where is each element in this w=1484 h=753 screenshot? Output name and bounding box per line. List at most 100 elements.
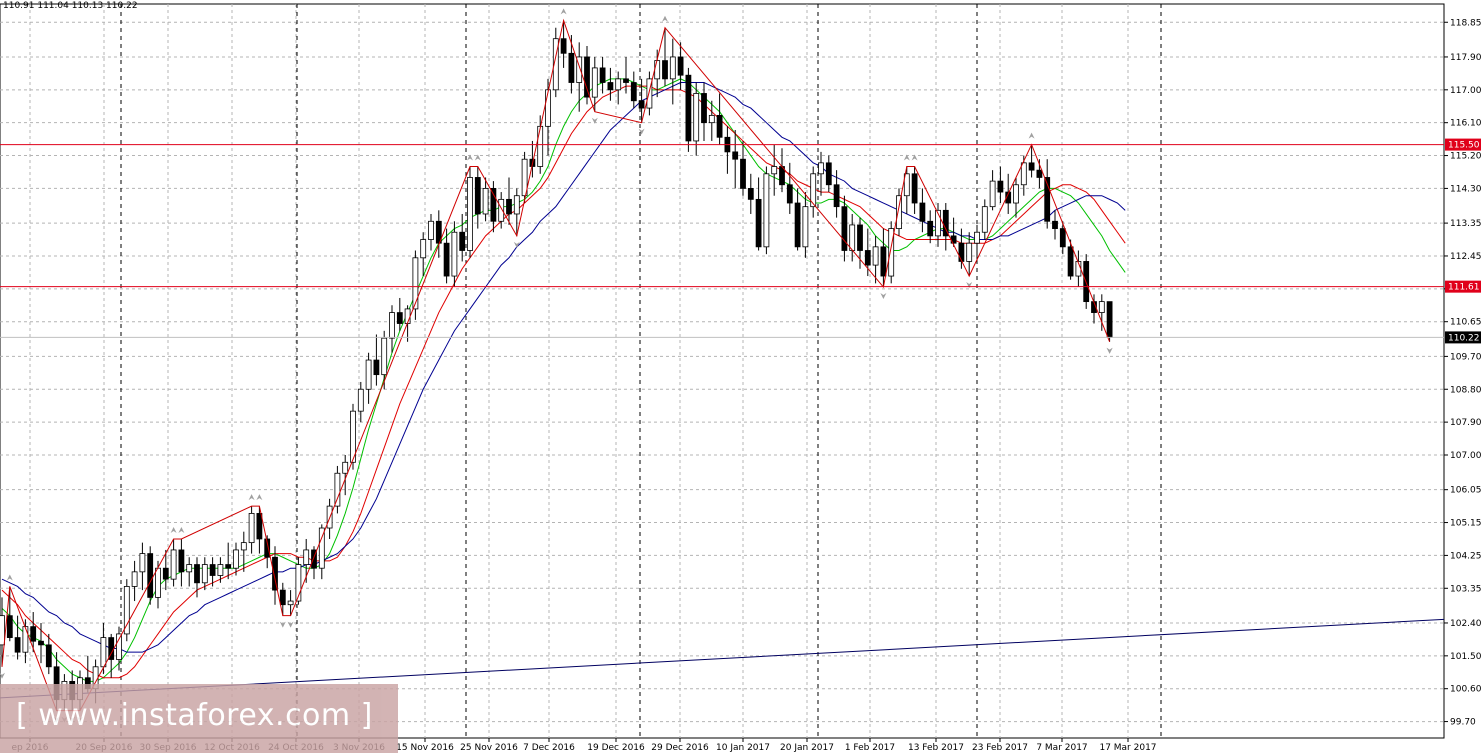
candle-body <box>311 549 317 569</box>
candle-body <box>654 60 661 80</box>
candle-body <box>966 242 973 262</box>
level-price-tag <box>1445 138 1481 151</box>
candle-body <box>771 166 778 175</box>
y-tick-label: 117.90 <box>1450 53 1482 63</box>
fractal-arrow-icon <box>513 241 520 248</box>
candle-body <box>974 231 980 244</box>
fractal-arrow-icon <box>474 154 481 161</box>
fractal-arrow-icon <box>966 282 973 289</box>
candle-body <box>615 78 622 91</box>
fractal-arrow-icon <box>287 621 294 628</box>
candle-body <box>14 637 21 653</box>
candle-body <box>513 195 520 215</box>
y-tick-label: 103.35 <box>1450 584 1482 594</box>
candle-body <box>412 257 419 310</box>
y-tick-label: 116.10 <box>1450 119 1482 129</box>
y-tick-label: 110.65 <box>1450 318 1482 328</box>
candle-body <box>342 461 349 474</box>
candle-body <box>810 173 817 208</box>
candle-body <box>716 114 723 138</box>
fractal-arrow-icon <box>880 293 887 300</box>
candle-body <box>825 162 832 186</box>
candle-body <box>38 640 44 646</box>
candle-body <box>677 56 684 76</box>
candle-body <box>919 202 926 222</box>
candle-body <box>248 513 255 544</box>
candle-body <box>170 549 177 580</box>
candle-body <box>591 67 598 98</box>
candle-body <box>357 388 364 412</box>
candle-body <box>287 600 294 606</box>
candle-body <box>474 177 481 215</box>
candle-body <box>849 224 856 251</box>
candle-body <box>482 188 489 215</box>
candle-body <box>552 38 559 91</box>
candle-body <box>116 633 122 660</box>
candle-body <box>318 527 325 569</box>
candle-body <box>1106 301 1113 338</box>
candle-body <box>1059 228 1066 248</box>
fractal-arrow-icon <box>248 494 255 501</box>
candle-body <box>1044 177 1051 222</box>
candle-body <box>545 89 551 127</box>
candle-body <box>373 359 380 376</box>
candle-body <box>1052 220 1058 229</box>
y-tick-label: 113.35 <box>1450 219 1482 229</box>
candle-body <box>1098 301 1105 313</box>
y-tick-label: 102.40 <box>1450 619 1482 629</box>
candle-body <box>607 82 614 91</box>
candle-body <box>467 177 473 251</box>
candle-body <box>459 231 466 251</box>
candle-body <box>443 242 450 277</box>
candle-body <box>958 242 965 262</box>
y-tick-label: 112.45 <box>1450 252 1482 262</box>
y-tick-label: 115.20 <box>1450 152 1482 162</box>
candle-body <box>669 56 676 80</box>
candle-body <box>802 206 809 248</box>
candle-body <box>662 60 668 80</box>
candle-body <box>435 220 442 244</box>
fractal-arrow-icon <box>178 526 185 533</box>
candle-body <box>201 564 208 584</box>
candle-body <box>896 195 902 229</box>
y-tick-label: 106.05 <box>1450 486 1482 496</box>
candle-body <box>693 93 700 142</box>
candle-body <box>381 337 388 376</box>
candle-body <box>794 202 801 248</box>
candle-body <box>162 567 169 580</box>
candle-body <box>755 198 762 248</box>
candle-body <box>872 246 879 266</box>
candle-body <box>708 114 715 124</box>
x-tick-label: 20 Jan 2017 <box>780 743 834 753</box>
x-tick-label: 7 Dec 2016 <box>523 743 575 753</box>
candle-body <box>903 173 910 197</box>
candle-body <box>560 38 567 54</box>
candle-body <box>888 228 895 277</box>
candle-body <box>279 589 286 606</box>
candle-body <box>638 100 645 109</box>
candle-body <box>630 82 637 102</box>
candle-body <box>178 549 185 573</box>
candle-body <box>857 224 863 251</box>
y-tick-label: 100.60 <box>1450 685 1482 695</box>
level-price-tag <box>1445 280 1481 293</box>
candle-body <box>732 151 739 160</box>
candle-body <box>833 184 840 208</box>
fractal-arrow-icon <box>0 672 5 679</box>
candle-body <box>240 542 247 551</box>
candle-body <box>123 586 130 635</box>
x-tick-label: 10 Jan 2017 <box>716 743 770 753</box>
y-tick-label: 109.70 <box>1450 352 1482 362</box>
candle-body <box>747 188 754 200</box>
level-price-label: 111.61 <box>1448 283 1480 293</box>
candle-body <box>0 615 5 646</box>
candle-body <box>272 556 278 591</box>
candle-body <box>506 198 512 215</box>
candle-body <box>981 206 988 233</box>
fractal-arrow-icon <box>903 154 910 161</box>
fractal-arrow-icon <box>467 154 473 161</box>
x-tick-label: 15 Nov 2016 <box>396 743 454 753</box>
candle-body <box>22 626 29 653</box>
